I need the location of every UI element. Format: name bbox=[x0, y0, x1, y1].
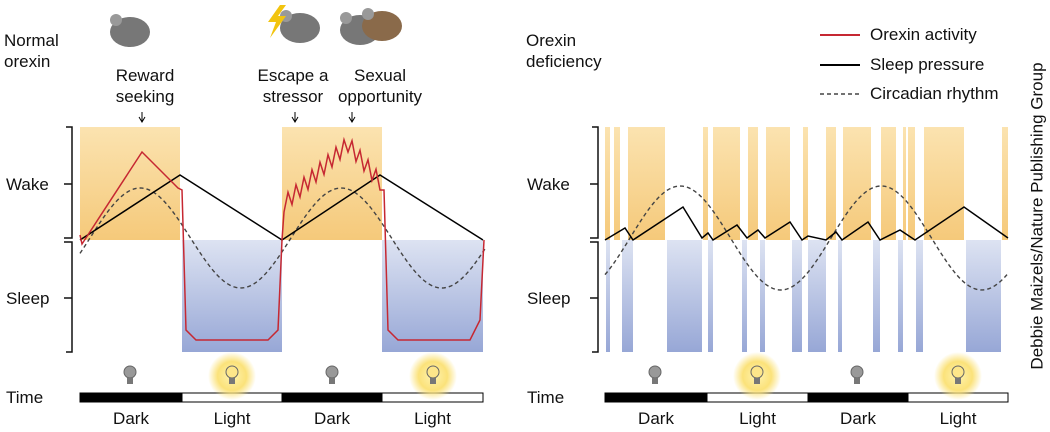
wake-stripe bbox=[826, 127, 836, 240]
wake-stripe bbox=[843, 127, 871, 240]
bulb bbox=[225, 365, 239, 379]
panel-title: Orexin deficiency bbox=[526, 31, 602, 71]
circadian-curve bbox=[79, 187, 487, 289]
annotation-arrow bbox=[348, 112, 356, 123]
sleep-stripe bbox=[742, 240, 747, 352]
period-label: Dark bbox=[113, 409, 149, 428]
wake-stripe bbox=[924, 127, 964, 240]
bulb bbox=[850, 365, 864, 379]
wake-stripe bbox=[803, 127, 808, 240]
bulb-base bbox=[329, 378, 335, 384]
wake-stripe bbox=[748, 127, 758, 240]
y-label: Sleep bbox=[6, 289, 50, 308]
period-label: Dark bbox=[840, 409, 876, 428]
wake-stripe bbox=[908, 127, 915, 240]
sleep-stripe bbox=[808, 240, 826, 352]
wake-stripe bbox=[605, 127, 610, 240]
sleep-stripe bbox=[708, 240, 713, 352]
axis-bracket bbox=[64, 126, 73, 353]
wake-block bbox=[282, 127, 382, 240]
sleep-stripe bbox=[667, 240, 702, 352]
wake-stripe bbox=[903, 127, 906, 240]
y-label: Sleep bbox=[527, 289, 571, 308]
time-bar bbox=[79, 392, 183, 403]
sleep-stripe bbox=[966, 240, 1001, 352]
bulb bbox=[426, 365, 440, 379]
mouse-ear bbox=[362, 8, 374, 20]
sleep-stripe bbox=[916, 240, 923, 352]
wake-stripe bbox=[881, 127, 896, 240]
mouse-icon bbox=[110, 17, 150, 47]
period-label: Dark bbox=[314, 409, 350, 428]
time-bar bbox=[604, 392, 708, 403]
legend-entry: Circadian rhythm bbox=[870, 84, 999, 103]
annotation-arrow bbox=[291, 112, 299, 123]
time-label: Time bbox=[6, 388, 44, 407]
y-label: Wake bbox=[527, 175, 570, 194]
annotation: Reward seeking bbox=[115, 66, 175, 106]
period-label: Light bbox=[213, 409, 251, 428]
sleep-stripe bbox=[838, 240, 842, 352]
bulb bbox=[325, 365, 339, 379]
mouse-icon bbox=[362, 11, 402, 41]
legend-entry: Orexin activity bbox=[870, 25, 977, 44]
period-label: Dark bbox=[638, 409, 674, 428]
time-bar bbox=[807, 392, 909, 403]
sleep-pressure bbox=[604, 205, 1009, 242]
wake-stripe bbox=[628, 127, 665, 240]
period-label: Light bbox=[939, 409, 977, 428]
panel-title: Normal orexin bbox=[4, 31, 59, 71]
mouse-icon bbox=[280, 13, 320, 43]
annotation: Escape a stressor bbox=[257, 66, 329, 106]
wake-stripe bbox=[1002, 127, 1008, 240]
mouse-ear bbox=[340, 12, 352, 24]
y-label: Wake bbox=[6, 175, 49, 194]
period-label: Light bbox=[739, 409, 776, 428]
bulb bbox=[648, 365, 662, 379]
orexin-curve bbox=[79, 136, 485, 341]
sleep-block bbox=[382, 240, 483, 352]
wake-stripe bbox=[703, 127, 708, 240]
axis-bracket bbox=[590, 126, 599, 353]
sleep-stripe bbox=[606, 240, 610, 352]
sleep-stripe bbox=[898, 240, 903, 352]
wake-stripe bbox=[713, 127, 740, 240]
sleep-block bbox=[182, 240, 282, 352]
lightning-icon bbox=[268, 5, 286, 38]
annotation: Sexual opportunity bbox=[337, 66, 423, 106]
bulb-base bbox=[854, 378, 860, 384]
mouse-ear bbox=[110, 14, 122, 26]
bulb-base bbox=[754, 378, 760, 384]
drawing bbox=[64, 5, 1009, 403]
time-bar bbox=[281, 392, 383, 403]
sleep-stripe bbox=[622, 240, 633, 352]
legend-entry: Sleep pressure bbox=[870, 55, 985, 74]
bulb-base bbox=[652, 378, 658, 384]
bulb-base bbox=[229, 378, 235, 384]
period-label: Light bbox=[414, 409, 451, 428]
wake-stripe bbox=[766, 127, 790, 240]
sleep-stripe bbox=[873, 240, 880, 352]
bulb bbox=[123, 365, 137, 379]
time-label: Time bbox=[527, 388, 565, 407]
bulb-base bbox=[430, 378, 436, 384]
wake-stripe bbox=[614, 127, 620, 240]
bulb bbox=[951, 365, 965, 379]
credit: Debbie Maizels/Nature Publishing Group bbox=[1027, 62, 1047, 370]
bulb-base bbox=[955, 378, 961, 384]
bulb bbox=[750, 365, 764, 379]
sleep-stripe bbox=[792, 240, 802, 352]
annotation-arrow bbox=[138, 112, 146, 123]
bulb-base bbox=[127, 378, 133, 384]
sleep-stripe bbox=[760, 240, 765, 352]
